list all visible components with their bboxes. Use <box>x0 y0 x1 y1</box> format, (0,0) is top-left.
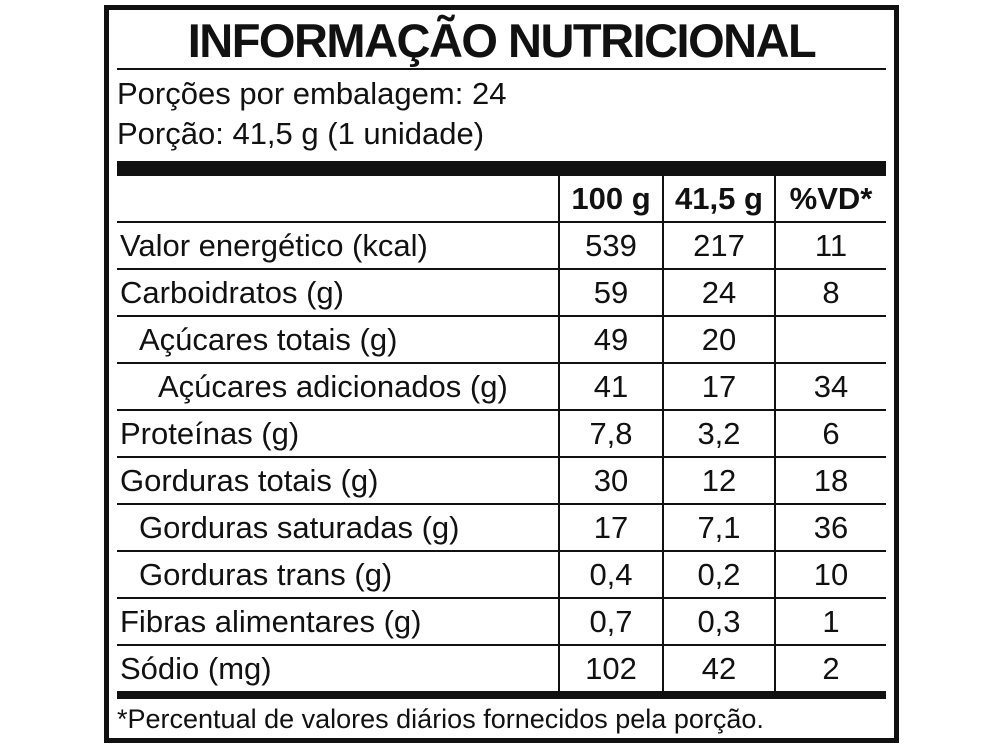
table-row-carboidratos: Carboidratos (g) 59 24 8 <box>117 269 886 317</box>
value-per-100g: 0,7 <box>558 598 663 646</box>
value-per-serving: 7,1 <box>662 504 775 552</box>
value-pct-vd: 11 <box>774 222 886 270</box>
label-title: INFORMAÇÃO NUTRICIONAL <box>117 12 886 70</box>
nutrient-name: Açúcares totais (g) <box>117 316 559 364</box>
nutrition-label: INFORMAÇÃO NUTRICIONAL Porções por embal… <box>104 5 899 743</box>
value-pct-vd: 8 <box>774 269 886 317</box>
value-per-serving: 0,3 <box>662 598 775 646</box>
value-per-100g: 0,4 <box>558 551 663 599</box>
nutrient-name: Gorduras saturadas (g) <box>117 504 559 552</box>
value-per-serving: 3,2 <box>662 410 775 458</box>
value-per-100g: 30 <box>558 457 663 505</box>
table-row-acucares-totais: Açúcares totais (g) 49 20 <box>117 316 886 364</box>
value-pct-vd <box>774 316 886 364</box>
value-pct-vd: 6 <box>774 410 886 458</box>
value-per-serving: 20 <box>662 316 775 364</box>
table-row-gorduras-totais: Gorduras totais (g) 30 12 18 <box>117 457 886 505</box>
table-row-gorduras-trans: Gorduras trans (g) 0,4 0,2 10 <box>117 551 886 599</box>
value-pct-vd: 10 <box>774 551 886 599</box>
value-per-serving: 217 <box>662 222 775 270</box>
value-per-100g: 41 <box>558 363 663 411</box>
value-per-100g: 59 <box>558 269 663 317</box>
value-per-serving: 12 <box>662 457 775 505</box>
value-pct-vd: 34 <box>774 363 886 411</box>
value-per-100g: 7,8 <box>558 410 663 458</box>
divider-bar-top <box>117 161 886 176</box>
value-per-100g: 17 <box>558 504 663 552</box>
table-row-proteinas: Proteínas (g) 7,8 3,2 6 <box>117 410 886 458</box>
value-per-serving: 42 <box>662 645 775 691</box>
value-pct-vd: 2 <box>774 645 886 691</box>
footnote: *Percentual de valores diários fornecido… <box>117 704 764 734</box>
value-per-serving: 24 <box>662 269 775 317</box>
value-per-100g: 102 <box>558 645 663 691</box>
value-pct-vd: 18 <box>774 457 886 505</box>
divider-bar-bottom <box>117 691 886 699</box>
nutrient-name: Carboidratos (g) <box>117 269 559 317</box>
nutrient-name: Fibras alimentares (g) <box>117 598 559 646</box>
table-row-valor-energetico: Valor energético (kcal) 539 217 11 <box>117 222 886 270</box>
col-header-per-serving: 41,5 g <box>662 176 775 223</box>
value-per-serving: 17 <box>662 363 775 411</box>
value-pct-vd: 36 <box>774 504 886 552</box>
table-row-acucares-adicionados: Açúcares adicionados (g) 41 17 34 <box>117 363 886 411</box>
col-header-empty <box>117 176 559 223</box>
col-header-pct-vd: %VD* <box>774 176 886 223</box>
value-pct-vd: 1 <box>774 598 886 646</box>
nutrient-name: Valor energético (kcal) <box>117 222 559 270</box>
table-header-row: 100 g 41,5 g %VD* <box>117 176 886 223</box>
nutrient-name: Gorduras totais (g) <box>117 457 559 505</box>
nutrient-name: Gorduras trans (g) <box>117 551 559 599</box>
nutrient-name: Açúcares adicionados (g) <box>117 363 559 411</box>
nutrient-name: Sódio (mg) <box>120 650 272 686</box>
servings-per-package: Porções por embalagem: 24 <box>117 76 507 111</box>
nutrient-name: Proteínas (g) <box>117 410 559 458</box>
table-row-fibras: Fibras alimentares (g) 0,7 0,3 1 <box>117 598 886 646</box>
table-row-gorduras-saturadas: Gorduras saturadas (g) 17 7,1 36 <box>117 504 886 552</box>
nutrition-table: 100 g 41,5 g %VD* Valor energético (kcal… <box>117 176 886 691</box>
col-header-100g: 100 g <box>558 176 663 223</box>
serving-size: Porção: 41,5 g (1 unidade) <box>117 116 485 151</box>
table-row-sodio: Sódio (mg) 102 42 2 <box>117 645 886 691</box>
value-per-100g: 539 <box>558 222 663 270</box>
value-per-serving: 0,2 <box>662 551 775 599</box>
value-per-100g: 49 <box>558 316 663 364</box>
serving-info: Porções por embalagem: 24 Porção: 41,5 g… <box>117 74 886 154</box>
